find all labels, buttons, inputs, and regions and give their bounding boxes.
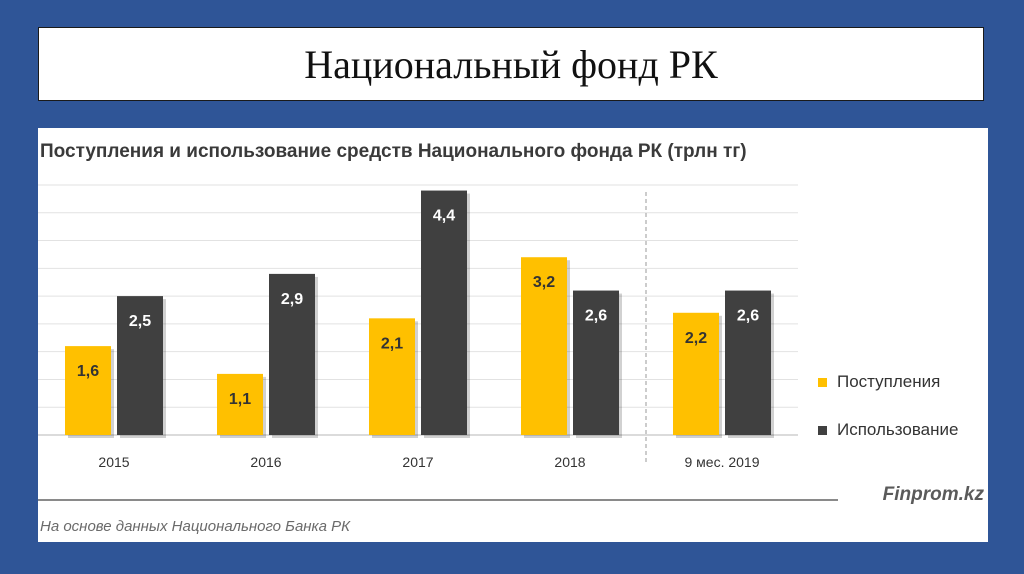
- legend-swatch-income: [818, 377, 827, 387]
- data-label-income: 2,2: [685, 330, 707, 347]
- bar-income: [521, 257, 567, 435]
- x-tick-label: 2017: [402, 454, 433, 470]
- data-label-income: 2,1: [381, 335, 403, 352]
- bar-usage: [117, 296, 163, 435]
- source-note: На основе данных Национального Банка РК: [40, 518, 350, 535]
- bar-chart: 1,6 2,5 2015 1,1 2,9 2016 2,1 4,4 2017 3,2 2,6 2018…: [38, 184, 838, 501]
- data-label-usage: 2,6: [737, 308, 759, 325]
- data-label-income: 1,1: [229, 391, 251, 408]
- legend-item-usage: Использование: [818, 420, 958, 440]
- chart-panel: Поступления и использование средств Наци…: [38, 128, 988, 542]
- brand-label: Finprom.kz: [882, 484, 984, 505]
- slide-title-box: Национальный фонд РК: [38, 27, 984, 101]
- data-label-usage: 4,4: [433, 208, 455, 225]
- data-label-usage: 2,9: [281, 291, 303, 308]
- data-label-income: 1,6: [77, 363, 99, 380]
- bar-income: [65, 346, 111, 435]
- legend-swatch-usage: [818, 425, 827, 435]
- slide-title: Национальный фонд РК: [304, 41, 718, 87]
- bar-usage: [573, 290, 619, 435]
- x-tick-label: 2018: [554, 454, 585, 470]
- x-tick-label: 9 мес. 2019: [684, 454, 759, 470]
- x-tick-label: 2015: [98, 454, 129, 470]
- data-label-usage: 2,5: [129, 313, 151, 330]
- bar-income: [217, 373, 263, 435]
- data-label-usage: 2,6: [585, 308, 607, 325]
- legend-item-income: Поступления: [818, 372, 958, 392]
- chart-title: Поступления и использование средств Наци…: [40, 141, 747, 162]
- x-tick-label: 2016: [250, 454, 281, 470]
- bar-usage: [421, 190, 467, 435]
- legend-label-usage: Использование: [837, 420, 959, 439]
- legend-label-income: Поступления: [837, 372, 941, 391]
- bar-income: [673, 312, 719, 435]
- bar-usage: [725, 290, 771, 435]
- bar-income: [369, 318, 415, 435]
- data-label-income: 3,2: [533, 274, 555, 291]
- bar-usage: [269, 273, 315, 435]
- legend: Поступления Использование: [818, 372, 958, 468]
